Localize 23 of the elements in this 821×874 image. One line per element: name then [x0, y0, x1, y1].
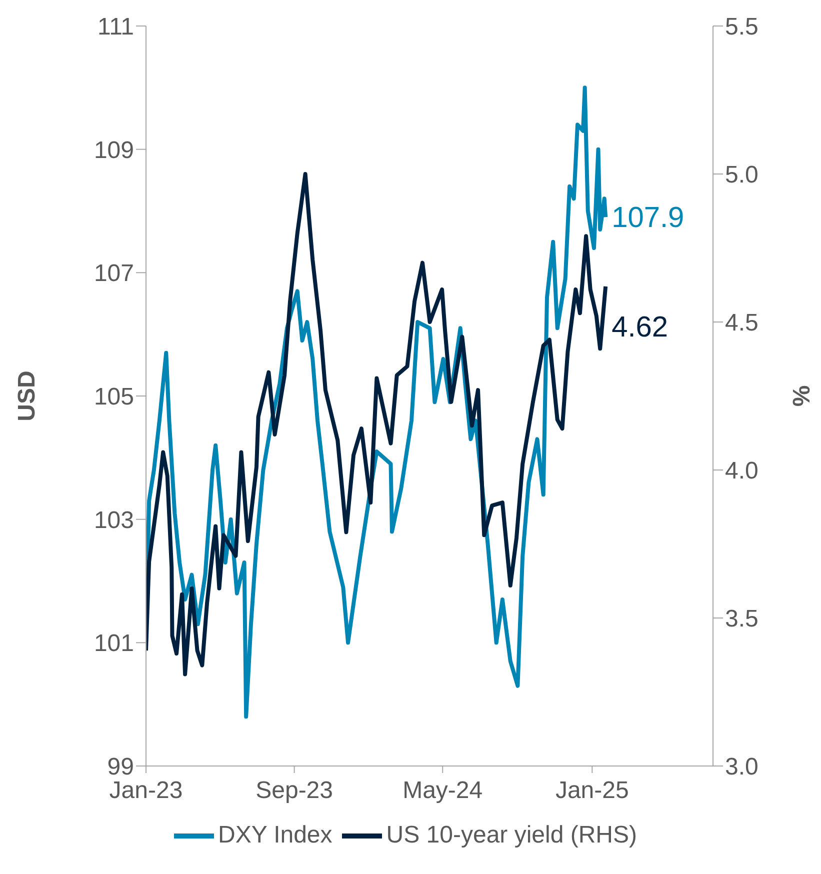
x-tick-label: Jan-25 — [555, 777, 629, 804]
y2-tick-label: 5.0 — [725, 162, 758, 189]
legend-label: DXY Index — [218, 821, 332, 848]
y2-tick-label: 5.5 — [725, 14, 758, 41]
y2-tick-label: 4.0 — [725, 458, 758, 485]
data-label: 107.9 — [612, 202, 684, 234]
x-tick-label: May-24 — [402, 777, 483, 804]
y2-axis-title: % — [788, 385, 816, 407]
x-tick-label: Sep-23 — [256, 777, 334, 804]
y-axis-title: USD — [14, 370, 41, 422]
y2-tick-label: 4.5 — [725, 310, 758, 337]
y-tick-label: 107 — [94, 260, 134, 288]
y2-tick-label: 3.5 — [725, 606, 758, 633]
y-tick-label: 101 — [94, 630, 134, 658]
y-tick-label: 109 — [94, 136, 134, 164]
line-series — [146, 172, 608, 676]
y-tick-label: 111 — [98, 14, 134, 41]
y-tick-label: 103 — [94, 506, 134, 534]
legend-label: US 10-year yield (RHS) — [386, 821, 638, 848]
line-series — [146, 86, 608, 719]
y2-tick-label: 3.0 — [725, 754, 758, 781]
data-label: 4.62 — [612, 311, 668, 344]
y-tick-label: 105 — [94, 384, 134, 411]
